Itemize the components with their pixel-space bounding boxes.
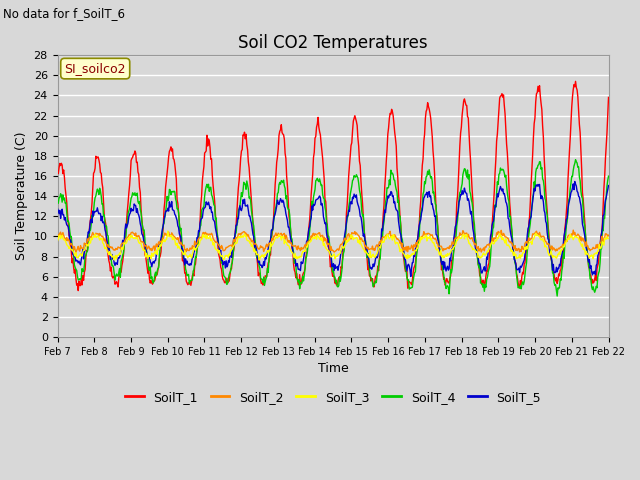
SoilT_2 bbox=[177, 239, 185, 245]
SoilT_5 bbox=[400, 250, 408, 256]
SoilT_5 bbox=[176, 233, 184, 239]
Text: No data for f_SoilT_6: No data for f_SoilT_6 bbox=[3, 7, 125, 20]
SoilT_3 bbox=[63, 243, 71, 249]
SoilT_4 bbox=[554, 293, 561, 299]
Line: SoilT_1: SoilT_1 bbox=[58, 82, 609, 290]
SoilT_5 bbox=[63, 223, 71, 228]
Line: SoilT_2: SoilT_2 bbox=[58, 230, 609, 252]
SoilT_4 bbox=[205, 189, 213, 194]
SoilT_5 bbox=[417, 216, 424, 222]
SoilT_2 bbox=[605, 232, 612, 238]
X-axis label: Time: Time bbox=[317, 362, 348, 375]
SoilT_4 bbox=[176, 228, 184, 234]
SoilT_2 bbox=[206, 232, 214, 238]
SoilT_4 bbox=[54, 199, 61, 205]
SoilT_2 bbox=[63, 238, 71, 243]
SoilT_2 bbox=[121, 238, 129, 243]
SoilT_3 bbox=[207, 238, 214, 243]
SoilT_3 bbox=[605, 236, 612, 241]
SoilT_4 bbox=[605, 173, 612, 179]
SoilT_3 bbox=[418, 237, 426, 242]
SoilT_3 bbox=[164, 228, 172, 234]
SoilT_2 bbox=[54, 234, 61, 240]
SoilT_1 bbox=[54, 170, 61, 176]
SoilT_1 bbox=[401, 264, 408, 270]
SoilT_4 bbox=[63, 218, 71, 224]
SoilT_2 bbox=[401, 247, 408, 252]
SoilT_2 bbox=[72, 250, 80, 255]
Text: SI_soilco2: SI_soilco2 bbox=[65, 62, 126, 75]
SoilT_5 bbox=[605, 183, 612, 189]
SoilT_2 bbox=[570, 227, 577, 233]
SoilT_1 bbox=[206, 144, 214, 150]
SoilT_5 bbox=[205, 203, 213, 208]
SoilT_5 bbox=[54, 206, 61, 212]
SoilT_4 bbox=[120, 243, 128, 249]
SoilT_5 bbox=[120, 238, 128, 243]
Line: SoilT_3: SoilT_3 bbox=[58, 231, 609, 260]
SoilT_3 bbox=[54, 238, 61, 244]
SoilT_1 bbox=[63, 211, 71, 216]
SoilT_4 bbox=[416, 217, 424, 223]
SoilT_3 bbox=[110, 257, 118, 263]
Line: SoilT_5: SoilT_5 bbox=[58, 181, 609, 276]
SoilT_4 bbox=[400, 252, 408, 258]
SoilT_2 bbox=[417, 236, 424, 242]
Legend: SoilT_1, SoilT_2, SoilT_3, SoilT_4, SoilT_5: SoilT_1, SoilT_2, SoilT_3, SoilT_4, Soil… bbox=[120, 385, 546, 408]
SoilT_1 bbox=[605, 95, 612, 100]
SoilT_1 bbox=[572, 79, 579, 84]
SoilT_1 bbox=[177, 239, 185, 245]
Title: Soil CO2 Temperatures: Soil CO2 Temperatures bbox=[238, 34, 428, 52]
SoilT_1 bbox=[121, 233, 129, 239]
SoilT_3 bbox=[401, 254, 409, 260]
SoilT_4 bbox=[572, 157, 579, 163]
SoilT_1 bbox=[74, 288, 82, 293]
Y-axis label: Soil Temperature (C): Soil Temperature (C) bbox=[15, 132, 28, 260]
SoilT_3 bbox=[178, 249, 186, 254]
SoilT_5 bbox=[407, 274, 415, 279]
SoilT_1 bbox=[417, 198, 424, 204]
SoilT_5 bbox=[571, 179, 579, 184]
Line: SoilT_4: SoilT_4 bbox=[58, 160, 609, 296]
SoilT_3 bbox=[121, 241, 129, 247]
